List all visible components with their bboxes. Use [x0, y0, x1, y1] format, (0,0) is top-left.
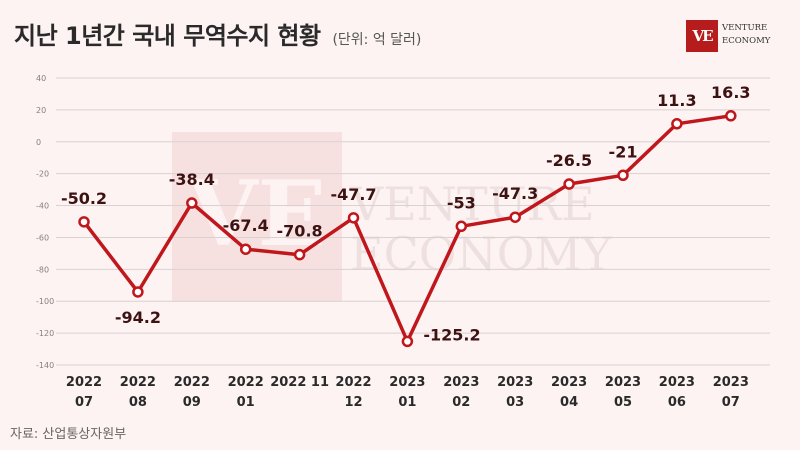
data-point — [347, 212, 360, 224]
x-tick-label: 12 — [344, 395, 362, 410]
data-label: -21 — [609, 142, 638, 161]
data-point — [78, 216, 90, 228]
source-note: 자료: 산업통상자원부 — [10, 427, 127, 442]
x-tick-label: 2023 — [659, 375, 695, 390]
data-label: -67.4 — [223, 216, 269, 235]
y-tick-label: -80 — [36, 265, 49, 274]
data-label: -125.2 — [423, 325, 480, 344]
y-tick-label: -140 — [36, 361, 54, 370]
data-point — [671, 118, 683, 130]
data-point — [239, 243, 252, 255]
x-tick-label: 03 — [506, 395, 524, 410]
y-tick-label: -20 — [36, 170, 49, 179]
logo-mark: VE — [686, 20, 718, 52]
x-tick-label: 2022 — [335, 375, 371, 390]
x-tick-label: 2023 — [551, 375, 587, 390]
y-tick-label: -120 — [36, 329, 54, 338]
data-point — [725, 110, 737, 122]
logo-text: VENTURE ECONOMY — [722, 22, 792, 48]
x-tick-label: 01 — [398, 395, 416, 410]
data-point — [293, 248, 306, 261]
data-point — [401, 335, 414, 348]
y-tick-label: 0 — [36, 138, 41, 147]
data-label: -38.4 — [169, 170, 215, 189]
data-label: -26.5 — [546, 151, 592, 170]
x-tick-label: 08 — [129, 395, 147, 410]
data-label: -70.8 — [277, 222, 323, 241]
data-point — [455, 220, 468, 233]
x-tick-label: 04 — [560, 395, 578, 410]
data-point — [563, 178, 575, 190]
x-tick-label: 2022 — [66, 375, 102, 390]
x-tick-label: 2022 11 — [270, 375, 329, 390]
x-tick-label: 2022 — [120, 375, 156, 390]
data-label: -47.7 — [330, 185, 376, 204]
x-tick-label: 2022 — [174, 375, 210, 390]
data-label: -94.2 — [115, 308, 161, 327]
data-label: -53 — [447, 193, 476, 212]
data-label: -47.3 — [492, 184, 538, 203]
x-tick-label: 2022 — [228, 375, 264, 390]
x-tick-label: 2023 — [605, 375, 641, 390]
title-text: 지난 1년간 국내 무역수지 현황 — [14, 22, 321, 50]
x-tick-label: 07 — [75, 395, 93, 410]
watermark-mark-box — [172, 132, 342, 302]
x-tick-label: 2023 — [713, 375, 749, 390]
y-tick-label: -40 — [36, 202, 49, 211]
series-layer — [78, 110, 737, 348]
x-tick-label: 2023 — [389, 375, 425, 390]
venture-economy-logo: VE VENTURE ECONOMY — [686, 20, 786, 54]
data-label-layer: -50.2-94.2-38.4-67.4 -70.8-47.7-125.2-53-… — [61, 83, 751, 345]
logo-line1: VENTURE — [722, 23, 768, 33]
y-tick-label: 40 — [36, 74, 46, 83]
x-tick-label: 09 — [183, 395, 201, 410]
x-tick-label: 06 — [668, 395, 686, 410]
y-tick-label: 20 — [36, 106, 46, 115]
x-tick-label: 07 — [722, 395, 740, 410]
watermark-line1: VENTURE — [349, 177, 595, 231]
x-axis: 2022 07 2022 08 2022 09 2022 01 2022 11 2022 12 202… — [66, 375, 749, 410]
data-label: 11.3 — [657, 91, 696, 110]
data-point — [509, 211, 521, 223]
data-point — [186, 197, 198, 209]
unit-label: (단위: 억 달러) — [332, 32, 422, 48]
data-label: 16.3 — [711, 83, 750, 102]
y-tick-label: -100 — [36, 297, 54, 306]
x-tick-label: 01 — [237, 395, 255, 410]
x-tick-label: 2023 — [497, 375, 533, 390]
chart-title: 지난 1년간 국내 무역수지 현황 (단위: 억 달러) — [14, 16, 421, 51]
data-point — [617, 169, 629, 182]
y-tick-label: -60 — [36, 233, 49, 242]
watermark: VE VENTURE ECONOMY — [172, 132, 613, 302]
x-tick-label: 05 — [614, 395, 632, 410]
logo-line2: ECONOMY — [722, 36, 771, 46]
data-point — [132, 286, 144, 298]
x-tick-label: 2023 — [443, 375, 479, 390]
grid-layer: 40 20 0 -20 -40 -60 -80 -100 -120 -140 — [36, 74, 770, 370]
x-tick-label: 02 — [452, 395, 470, 410]
data-label: -50.2 — [61, 189, 107, 208]
watermark-line2: ECONOMY — [350, 227, 613, 281]
